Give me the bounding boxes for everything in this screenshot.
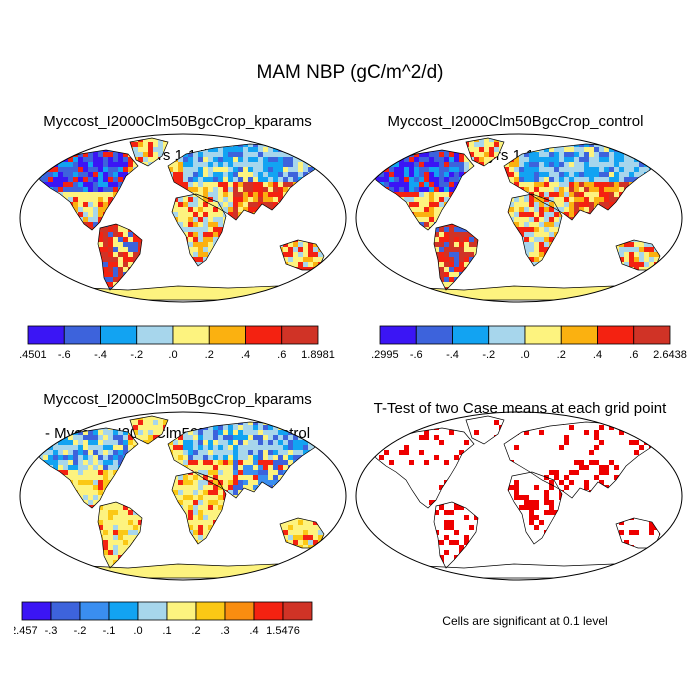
map1-coast-greenland	[129, 137, 169, 167]
cbar2-label: 2.6438	[653, 349, 687, 361]
cbar2-label: -.4	[446, 349, 459, 361]
cbar3-swatch	[108, 601, 139, 621]
cbar3-label: .3	[220, 625, 229, 637]
map-difference	[19, 411, 347, 581]
map-control	[355, 133, 683, 303]
map1-antarctica	[32, 286, 336, 300]
colorbar-difference: -2.457 -.3 -.2 -.1 .0 .1 .2 .3 .4 1.5476	[14, 601, 313, 637]
cbar2-label: -.6	[410, 349, 423, 361]
cbar3-swatch	[253, 601, 284, 621]
map2-antarctica	[368, 286, 672, 300]
significance-note: Cells are significant at 0.1 level	[442, 614, 608, 628]
cbar3-swatch	[195, 601, 226, 621]
cbar2-swatch	[415, 325, 453, 345]
cbar2-label: -3.2995	[372, 349, 399, 361]
cbar3-swatch	[79, 601, 110, 621]
cbar1-swatch	[63, 325, 101, 345]
cbar2-swatch	[488, 325, 526, 345]
cbar3-swatch	[224, 601, 255, 621]
cbar2-swatch	[597, 325, 635, 345]
map1-coast-north-america	[35, 149, 139, 231]
map4-coast-greenland	[465, 415, 505, 445]
cbar2-label: .2	[557, 349, 566, 361]
map1-coast-south-america	[97, 223, 143, 291]
cbar3-label: -.3	[45, 625, 58, 637]
cbar3-label: .1	[162, 625, 171, 637]
panel-3-title-line1: Myccost_I2000Clm50BgcCrop_kparams	[43, 391, 312, 408]
cbar3-label: -2.457	[14, 625, 38, 637]
map3-frame	[19, 411, 347, 581]
map4-frame	[355, 411, 683, 581]
cbar3-label: -.1	[103, 625, 116, 637]
cbar2-label: .0	[520, 349, 529, 361]
cbar1-swatch	[245, 325, 283, 345]
map2-coast-north-america	[371, 149, 475, 231]
map3-coast-south-america	[97, 501, 143, 569]
cbar3-swatch	[282, 601, 313, 621]
panel-1-title-line1: Myccost_I2000Clm50BgcCrop_kparams	[43, 113, 312, 130]
map2-coast-africa	[507, 193, 563, 267]
map4-coast-north-america	[371, 427, 475, 509]
map3-coast-africa	[171, 471, 227, 545]
cbar3-swatch	[166, 601, 197, 621]
cbar1-label: -.6	[58, 349, 71, 361]
map3-coast-greenland	[129, 415, 169, 445]
map1-frame	[19, 133, 347, 303]
map3-coast-antarctica	[31, 563, 337, 579]
cbar1-swatch	[100, 325, 138, 345]
cbar1-swatch	[208, 325, 246, 345]
cbar1-label: .6	[277, 349, 286, 361]
cbar1-label: 1.8981	[301, 349, 335, 361]
map2-coast-antarctica	[367, 285, 673, 301]
cbar2-swatch	[379, 325, 417, 345]
map2-frame	[355, 133, 683, 303]
cbar3-swatch	[50, 601, 81, 621]
map-ttest	[355, 411, 683, 581]
cbar1-label: -.4	[94, 349, 107, 361]
cbar3-label: .0	[133, 625, 142, 637]
cbar1-label: .0	[168, 349, 177, 361]
cbar3-label: 1.5476	[266, 625, 300, 637]
cbar3-label: -.2	[74, 625, 87, 637]
cbar3-swatch	[137, 601, 168, 621]
cbar2-label: -.2	[482, 349, 495, 361]
map1-coast-antarctica	[31, 285, 337, 301]
cbar3-label: .2	[191, 625, 200, 637]
cbar2-swatch	[524, 325, 562, 345]
cbar1-swatch	[136, 325, 174, 345]
cbar2-swatch	[452, 325, 490, 345]
map4-coast-south-america	[433, 501, 479, 569]
cbar1-swatch	[172, 325, 210, 345]
cbar2-swatch	[560, 325, 598, 345]
map-kparams	[19, 133, 347, 303]
colorbar-kparams: -3.4501 -.6 -.4 -.2 .0 .2 .4 .6 1.8981	[20, 325, 335, 361]
cbar1-label: .2	[205, 349, 214, 361]
cbar2-label: .4	[593, 349, 602, 361]
cbar1-label: -.2	[130, 349, 143, 361]
cbar3-swatch	[21, 601, 52, 621]
cbar1-label: .4	[241, 349, 250, 361]
map3-antarctica	[32, 564, 336, 578]
map2-coast-south-america	[433, 223, 479, 291]
colorbar-control: -3.2995 -.6 -.4 -.2 .0 .2 .4 .6 2.6438	[372, 325, 687, 361]
cbar1-label: -3.4501	[20, 349, 47, 361]
cbar1-swatch	[281, 325, 319, 345]
map3-coast-north-america	[35, 427, 139, 509]
cbar1-swatch	[27, 325, 65, 345]
map4-coast-antarctica	[367, 563, 673, 579]
map4-coast-africa	[507, 471, 563, 545]
cbar2-swatch	[633, 325, 671, 345]
cbar3-label: .4	[249, 625, 258, 637]
map2-coast-greenland	[465, 137, 505, 167]
cbar2-label: .6	[629, 349, 638, 361]
map1-coast-africa	[171, 193, 227, 267]
main-title: MAM NBP (gC/m^2/d)	[256, 62, 444, 83]
panel-2-title-line1: Myccost_I2000Clm50BgcCrop_control	[387, 113, 644, 130]
